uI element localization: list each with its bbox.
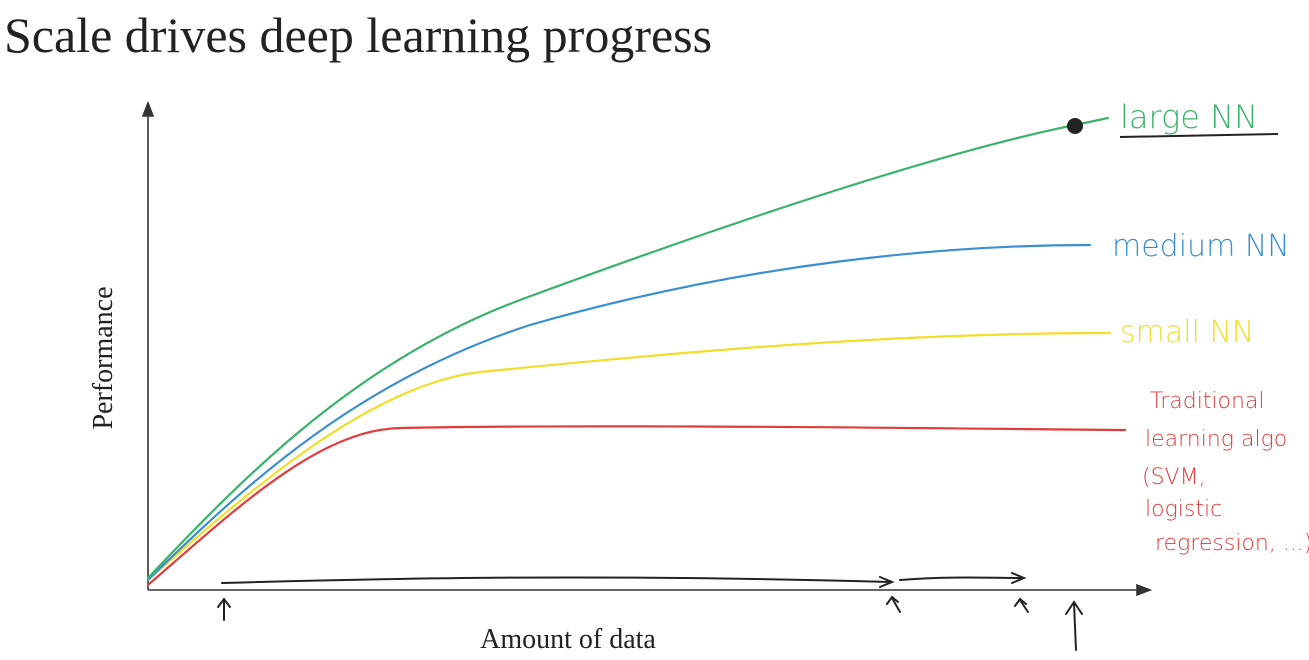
- medium-nn-curve: [146, 243, 1092, 582]
- traditional-curve: [146, 425, 1127, 587]
- traditional-label: Traditional learning algo (SVM, logistic…: [1142, 389, 1309, 556]
- range-arrow: [221, 576, 895, 588]
- label-line: Traditional: [1150, 389, 1265, 414]
- range-arrow: [899, 572, 1027, 584]
- tick-arrow: [1014, 597, 1029, 613]
- y-axis-label: Performance: [88, 286, 119, 429]
- tick-arrow: [886, 595, 901, 613]
- title: Scale drives deep learning progress: [4, 7, 712, 63]
- medium-nn-label: medium NN: [1112, 229, 1290, 264]
- small-nn-label: small NN: [1120, 315, 1254, 350]
- axes: [141, 100, 1153, 597]
- label-line: logistic: [1145, 497, 1222, 522]
- underline: [1119, 133, 1279, 138]
- y-arrowhead: [141, 100, 155, 117]
- large-nn-curve: [146, 116, 1110, 580]
- label-line: learning algo: [1145, 427, 1287, 452]
- label-line: regression, ...): [1155, 531, 1309, 556]
- point-marker: [1067, 118, 1083, 134]
- tick-arrow: [1065, 600, 1083, 651]
- label-line: (SVM,: [1142, 465, 1206, 490]
- small-nn-curve: [146, 331, 1112, 582]
- annotations: [217, 572, 1083, 651]
- large-nn-label: large NN: [1120, 98, 1258, 136]
- x-axis-label: Amount of data: [480, 624, 656, 655]
- tick-arrow: [217, 597, 231, 621]
- x-arrowhead: [1136, 583, 1153, 597]
